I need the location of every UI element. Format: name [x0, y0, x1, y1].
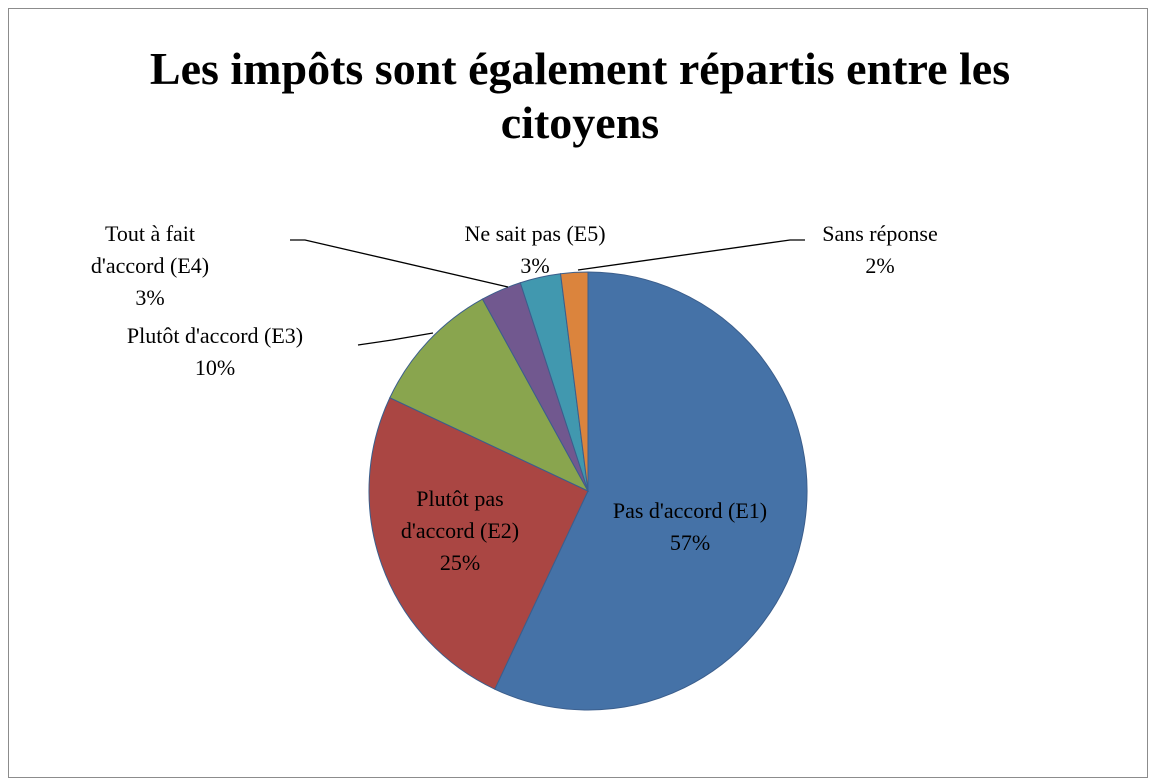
label-value: 57% [669, 530, 711, 555]
label-value: 3% [135, 285, 165, 310]
pie-slice [389, 298, 590, 493]
label-category: Plutôt d'accord (E3) [126, 323, 304, 348]
data-label: Plutôt pas d'accord (E2) 25% [385, 483, 535, 579]
label-value: 3% [520, 253, 550, 278]
label-category: Tout à fait d'accord (E4) [90, 221, 210, 278]
label-value: 25% [439, 550, 481, 575]
label-category: Sans réponse [822, 221, 938, 246]
leader-line [357, 332, 434, 346]
leader-line [577, 239, 805, 271]
data-label: Tout à fait d'accord (E4) 3% [75, 218, 225, 314]
label-value: 2% [865, 253, 895, 278]
pie-slice [559, 271, 589, 492]
data-label: Sans réponse 2% [780, 218, 980, 282]
data-label: Plutôt d'accord (E3) 10% [125, 320, 305, 384]
data-label: Ne sait pas (E5) 3% [425, 218, 645, 282]
label-value: 10% [194, 355, 236, 380]
label-category: Ne sait pas (E5) [464, 221, 606, 246]
pie-slice [494, 271, 808, 711]
chart-title: Les impôts sont également répartis entre… [149, 43, 1011, 148]
label-category: Plutôt pas d'accord (E2) [400, 486, 520, 543]
data-label: Pas d'accord (E1) 57% [560, 495, 820, 559]
label-category: Pas d'accord (E1) [612, 498, 768, 523]
leader-line [290, 239, 509, 288]
pie-slice [368, 397, 589, 690]
